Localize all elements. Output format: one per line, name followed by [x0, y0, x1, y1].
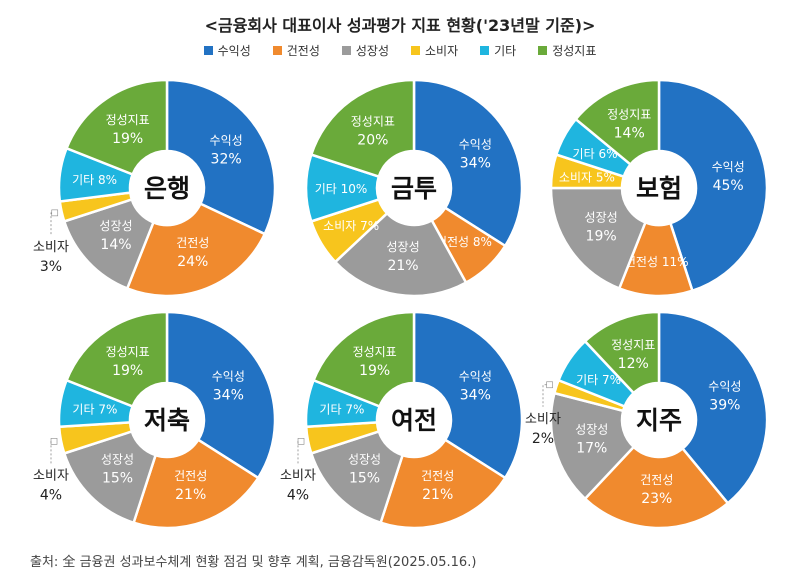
donut-hole	[130, 151, 204, 225]
slice-label: 소비자 7%	[323, 219, 379, 233]
slice-label-external: 소비자 2%	[525, 412, 561, 447]
donut-hole	[622, 151, 696, 225]
slice-label: 성장성 19%	[585, 210, 618, 244]
slice-label-external: 소비자 4%	[33, 468, 69, 503]
donut-chart: 수익성 32% 건전성 24% 성장성 14% 소비자 3% 기타 8% 정성지표 19% 은행	[33, 78, 277, 298]
donut-center-title: 여전	[391, 406, 437, 435]
slice-label: 기타 10%	[315, 182, 368, 196]
donut-center-title: 금투	[391, 174, 437, 203]
legend: 수익성 건전성 성장성 소비자 기타 정성지표	[0, 42, 800, 59]
slice-label: 수익성 32%	[210, 133, 243, 167]
slice-label: 소비자 5%	[559, 171, 615, 185]
slice-label: 수익성 34%	[212, 369, 245, 403]
donut-center-title: 저축	[144, 406, 190, 435]
legend-swatch	[272, 46, 282, 55]
slice-label: 정성지표 14%	[607, 108, 651, 142]
legend-item-other: 기타	[480, 42, 516, 59]
donut-chart: 수익성 39% 건전성 23% 성장성 17% 소비자 2% 기타 7%정성지표 12% 지주	[525, 310, 769, 530]
leader-marker	[51, 209, 59, 217]
leader-line	[50, 212, 52, 235]
legend-item-profitability: 수익성	[203, 42, 251, 59]
donut-hole	[377, 151, 451, 225]
donut-chart: 수익성 34% 건전성 21% 성장성 15% 소비자 4% 기타 7% 정성지표 19% 여전	[280, 310, 524, 530]
donut-hole	[130, 383, 204, 457]
donut-chart: 수익성 34% 건전성 21% 성장성 15% 소비자 4% 기타 7% 정성지표 19% 저축	[33, 310, 277, 530]
slice-label: 성장성 17%	[575, 423, 608, 457]
slice-label: 정성지표 20%	[351, 114, 395, 148]
slice-label: 정성지표 12%	[611, 338, 655, 372]
slice-label: 건전성 21%	[421, 469, 454, 503]
leader-marker	[297, 438, 305, 445]
legend-label: 건전성	[286, 44, 320, 58]
slice-label-external: 소비자 4%	[280, 468, 316, 503]
legend-label: 수익성	[217, 44, 251, 58]
slice-qualitative	[64, 78, 169, 177]
legend-swatch	[410, 46, 420, 55]
leader-marker	[50, 438, 58, 445]
slice-label: 기타 7%	[319, 403, 364, 417]
slice-label: 정성지표 19%	[106, 345, 150, 379]
slice-label-external: 소비자 3%	[33, 240, 69, 275]
legend-item-consumer: 소비자	[410, 42, 459, 59]
slice-label: 수익성 34%	[459, 369, 492, 403]
legend-item-qualitative: 정성지표	[538, 42, 596, 59]
legend-label: 성장성	[355, 44, 389, 58]
leader-line	[542, 384, 547, 407]
legend-label: 기타	[494, 44, 517, 58]
leader-marker	[546, 381, 553, 389]
slice-label: 건전성 23%	[640, 473, 673, 507]
legend-swatch	[203, 46, 213, 55]
donut-hole	[377, 383, 451, 457]
slice-label: 성장성 15%	[348, 452, 381, 486]
donut-chart: 수익성 45% 건전성 11% 성장성 19% 소비자 5% 기타 6% 정성지표 14% 보험	[549, 78, 769, 298]
donut-center-title: 지주	[636, 406, 682, 435]
legend-swatch	[480, 46, 490, 55]
slice-label: 건전성 8%	[436, 235, 492, 249]
slice-label: 성장성 21%	[386, 240, 419, 274]
slice-growth	[549, 186, 648, 291]
slice-label: 기타 7%	[576, 373, 621, 387]
legend-swatch	[341, 46, 351, 55]
slice-qualitative	[574, 78, 661, 167]
donut-hole	[622, 383, 696, 457]
slice-qualitative	[311, 310, 416, 409]
legend-item-soundness: 건전성	[272, 42, 320, 59]
slice-label: 기타 6%	[573, 147, 618, 161]
slice-soundness	[583, 445, 730, 530]
source-note: 출처: 全 금융권 성과보수체계 현황 점검 및 향후 계획, 금융감독원(20…	[30, 555, 477, 570]
slice-label: 정성지표 19%	[353, 345, 397, 379]
slice-label: 기타 8%	[72, 173, 117, 187]
slice-label: 성장성 14%	[99, 219, 132, 253]
legend-swatch	[538, 46, 548, 55]
slice-label: 수익성 39%	[708, 379, 741, 413]
legend-item-growth: 성장성	[341, 42, 389, 59]
donut-chart: 수익성 34% 건전성 8% 성장성 21% 소비자 7% 기타 10% 정성지표 20% 금투	[304, 78, 524, 298]
slice-label: 기타 7%	[72, 403, 117, 417]
donut-center-title: 은행	[144, 174, 190, 203]
chart-title: <금융회사 대표이사 성과평가 지표 현황('23년말 기준)>	[204, 16, 596, 35]
slice-label: 정성지표 19%	[106, 113, 150, 147]
slice-label: 수익성 45%	[712, 160, 745, 194]
slice-label: 성장성 15%	[101, 452, 134, 486]
slice-label: 건전성 11%	[625, 255, 689, 269]
slice-label: 건전성 21%	[174, 469, 207, 503]
slice-label: 수익성 34%	[459, 137, 492, 171]
donut-center-title: 보험	[636, 174, 682, 203]
slice-qualitative	[64, 310, 169, 409]
slice-label: 건전성 24%	[176, 236, 209, 270]
legend-label: 소비자	[424, 44, 459, 58]
legend-label: 정성지표	[552, 44, 597, 58]
